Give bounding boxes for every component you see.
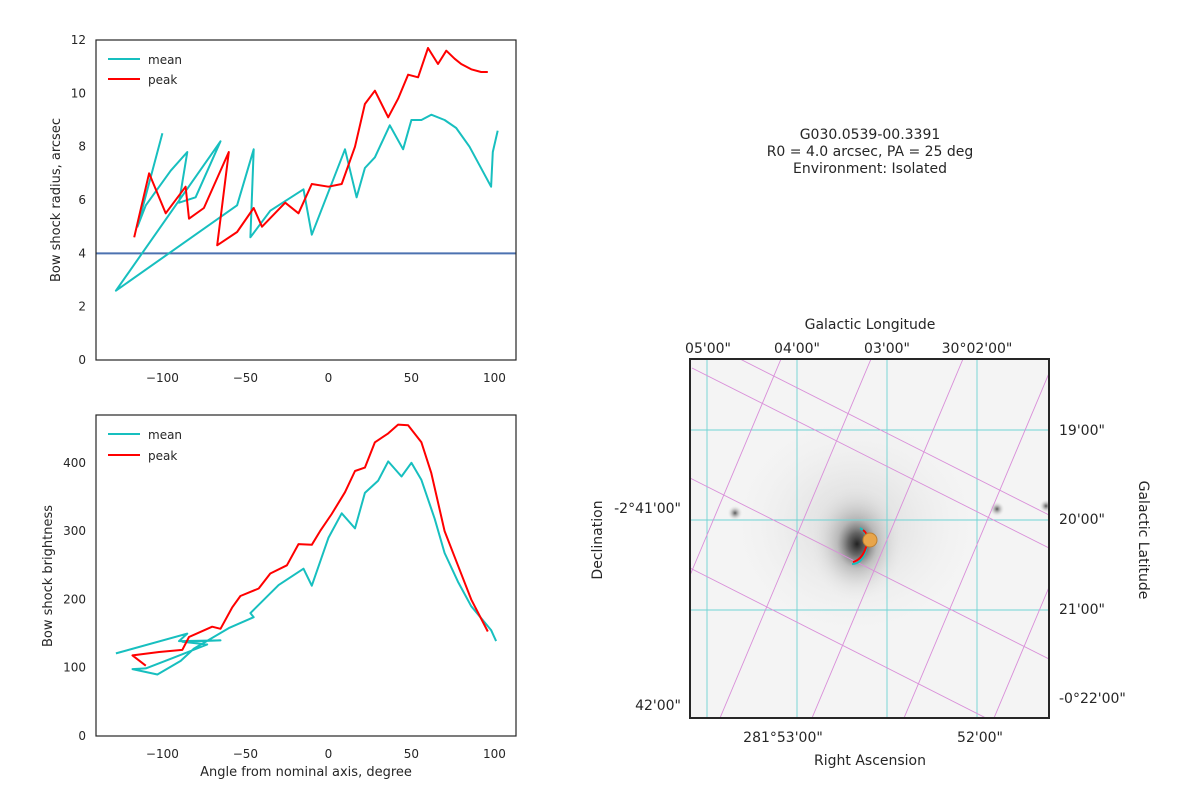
radius-y-tick-label: 12 [71,33,86,47]
brightness-x-tick-label: 50 [404,747,419,761]
radius-legend: mean peak [108,53,182,87]
left-tick-label: -2°41'00" [614,501,681,517]
declination-title: Declination [590,500,606,579]
right-tick-label: 21'00" [1059,602,1105,618]
radius-x-tick-label: 50 [404,371,419,385]
radius-x-tick-label: −100 [146,371,179,385]
brightness-chart: −100 −50 0 50 100 0 100 200 300 400 Bow shock br… [41,414,517,780]
brightness-legend: mean peak [108,428,182,463]
legend-peak-label: peak [148,449,177,463]
bottom-tick-labels: 281°53'00" 52'00" [743,730,1003,746]
right-tick-labels: 19'00" 20'00" 21'00" -0°22'00" [1059,423,1126,707]
fit-parameters: R0 = 4.0 arcsec, PA = 25 deg [766,144,974,160]
radius-y-tick-label: 2 [78,300,86,314]
radius-x-tick-label: −50 [233,371,258,385]
source-info: G030.0539-00.3391 R0 = 4.0 arcsec, PA = … [690,127,1050,178]
legend-mean-label: mean [148,53,182,67]
top-tick-label: 05'00" [685,341,731,357]
galactic-latitude-title: Galactic Latitude [1135,481,1151,600]
brightness-y-tick-label: 200 [63,592,86,606]
brightness-x-tick-label: −50 [233,747,258,761]
brightness-series-mean [115,460,498,676]
top-tick-labels: 05'00" 04'00" 03'00" 30°02'00" [685,341,1012,357]
right-ascension-title: Right Ascension [814,753,926,769]
bright-source-emission [807,482,907,606]
right-tick-label: 20'00" [1059,512,1105,528]
radius-y-axis-label: Bow shock radius, arcsec [49,118,64,282]
top-tick-label: 03'00" [864,341,910,357]
sky-image-frame [689,358,1050,719]
galactic-longitude-title: Galactic Longitude [805,317,936,333]
radius-y-tick-label: 10 [71,86,86,100]
point-source [1039,499,1049,513]
bottom-tick-label: 52'00" [957,730,1003,746]
radius-x-tick-label: 0 [325,371,333,385]
sky-image-panel: Galactic Longitude 05'00" 04'00" 03'00" … [590,317,1151,769]
brightness-x-axis-label: Angle from nominal axis, degree [200,765,412,780]
top-tick-label: 30°02'00" [942,341,1013,357]
brightness-y-tick-label: 400 [63,456,86,470]
point-source [727,505,743,521]
legend-mean-label: mean [148,428,182,442]
brightness-x-tick-label: 0 [325,747,333,761]
radius-y-tick-label: 4 [78,246,86,260]
brightness-y-axis-label: Bow shock brightness [41,505,56,647]
environment-label: Environment: Isolated [792,161,947,177]
brightness-y-tick-label: 300 [63,524,86,538]
radius-y-tick-label: 8 [78,140,86,154]
brightness-x-tick-label: 100 [483,747,506,761]
bow-shock-contours [851,527,878,565]
radius-chart: −100 −50 0 50 100 0 2 4 6 8 10 12 Bow shock radius… [49,33,517,385]
radius-y-tick-label: 0 [78,353,86,367]
legend-peak-label: peak [148,73,177,87]
right-tick-label: -0°22'00" [1059,691,1126,707]
bottom-tick-label: 281°53'00" [743,730,823,746]
galactic-grid [690,359,1049,718]
left-tick-labels: -2°41'00" 42'00" [614,501,681,714]
source-name: G030.0539-00.3391 [799,127,941,143]
radius-plot-frame [95,39,517,361]
point-source [989,501,1005,517]
brightness-y-tick-label: 100 [63,661,86,675]
radec-grid [690,359,1049,718]
brightness-plot-frame [95,414,517,737]
radius-y-tick-label: 6 [78,193,86,207]
radius-x-tick-label: 100 [483,371,506,385]
brightness-x-tick-label: −100 [146,747,179,761]
radius-series-peak [133,47,488,247]
brightness-series-peak [131,423,489,667]
brightness-y-tick-label: 0 [78,729,86,743]
top-tick-label: 04'00" [774,341,820,357]
left-tick-label: 42'00" [635,698,681,714]
right-tick-label: 19'00" [1059,423,1105,439]
